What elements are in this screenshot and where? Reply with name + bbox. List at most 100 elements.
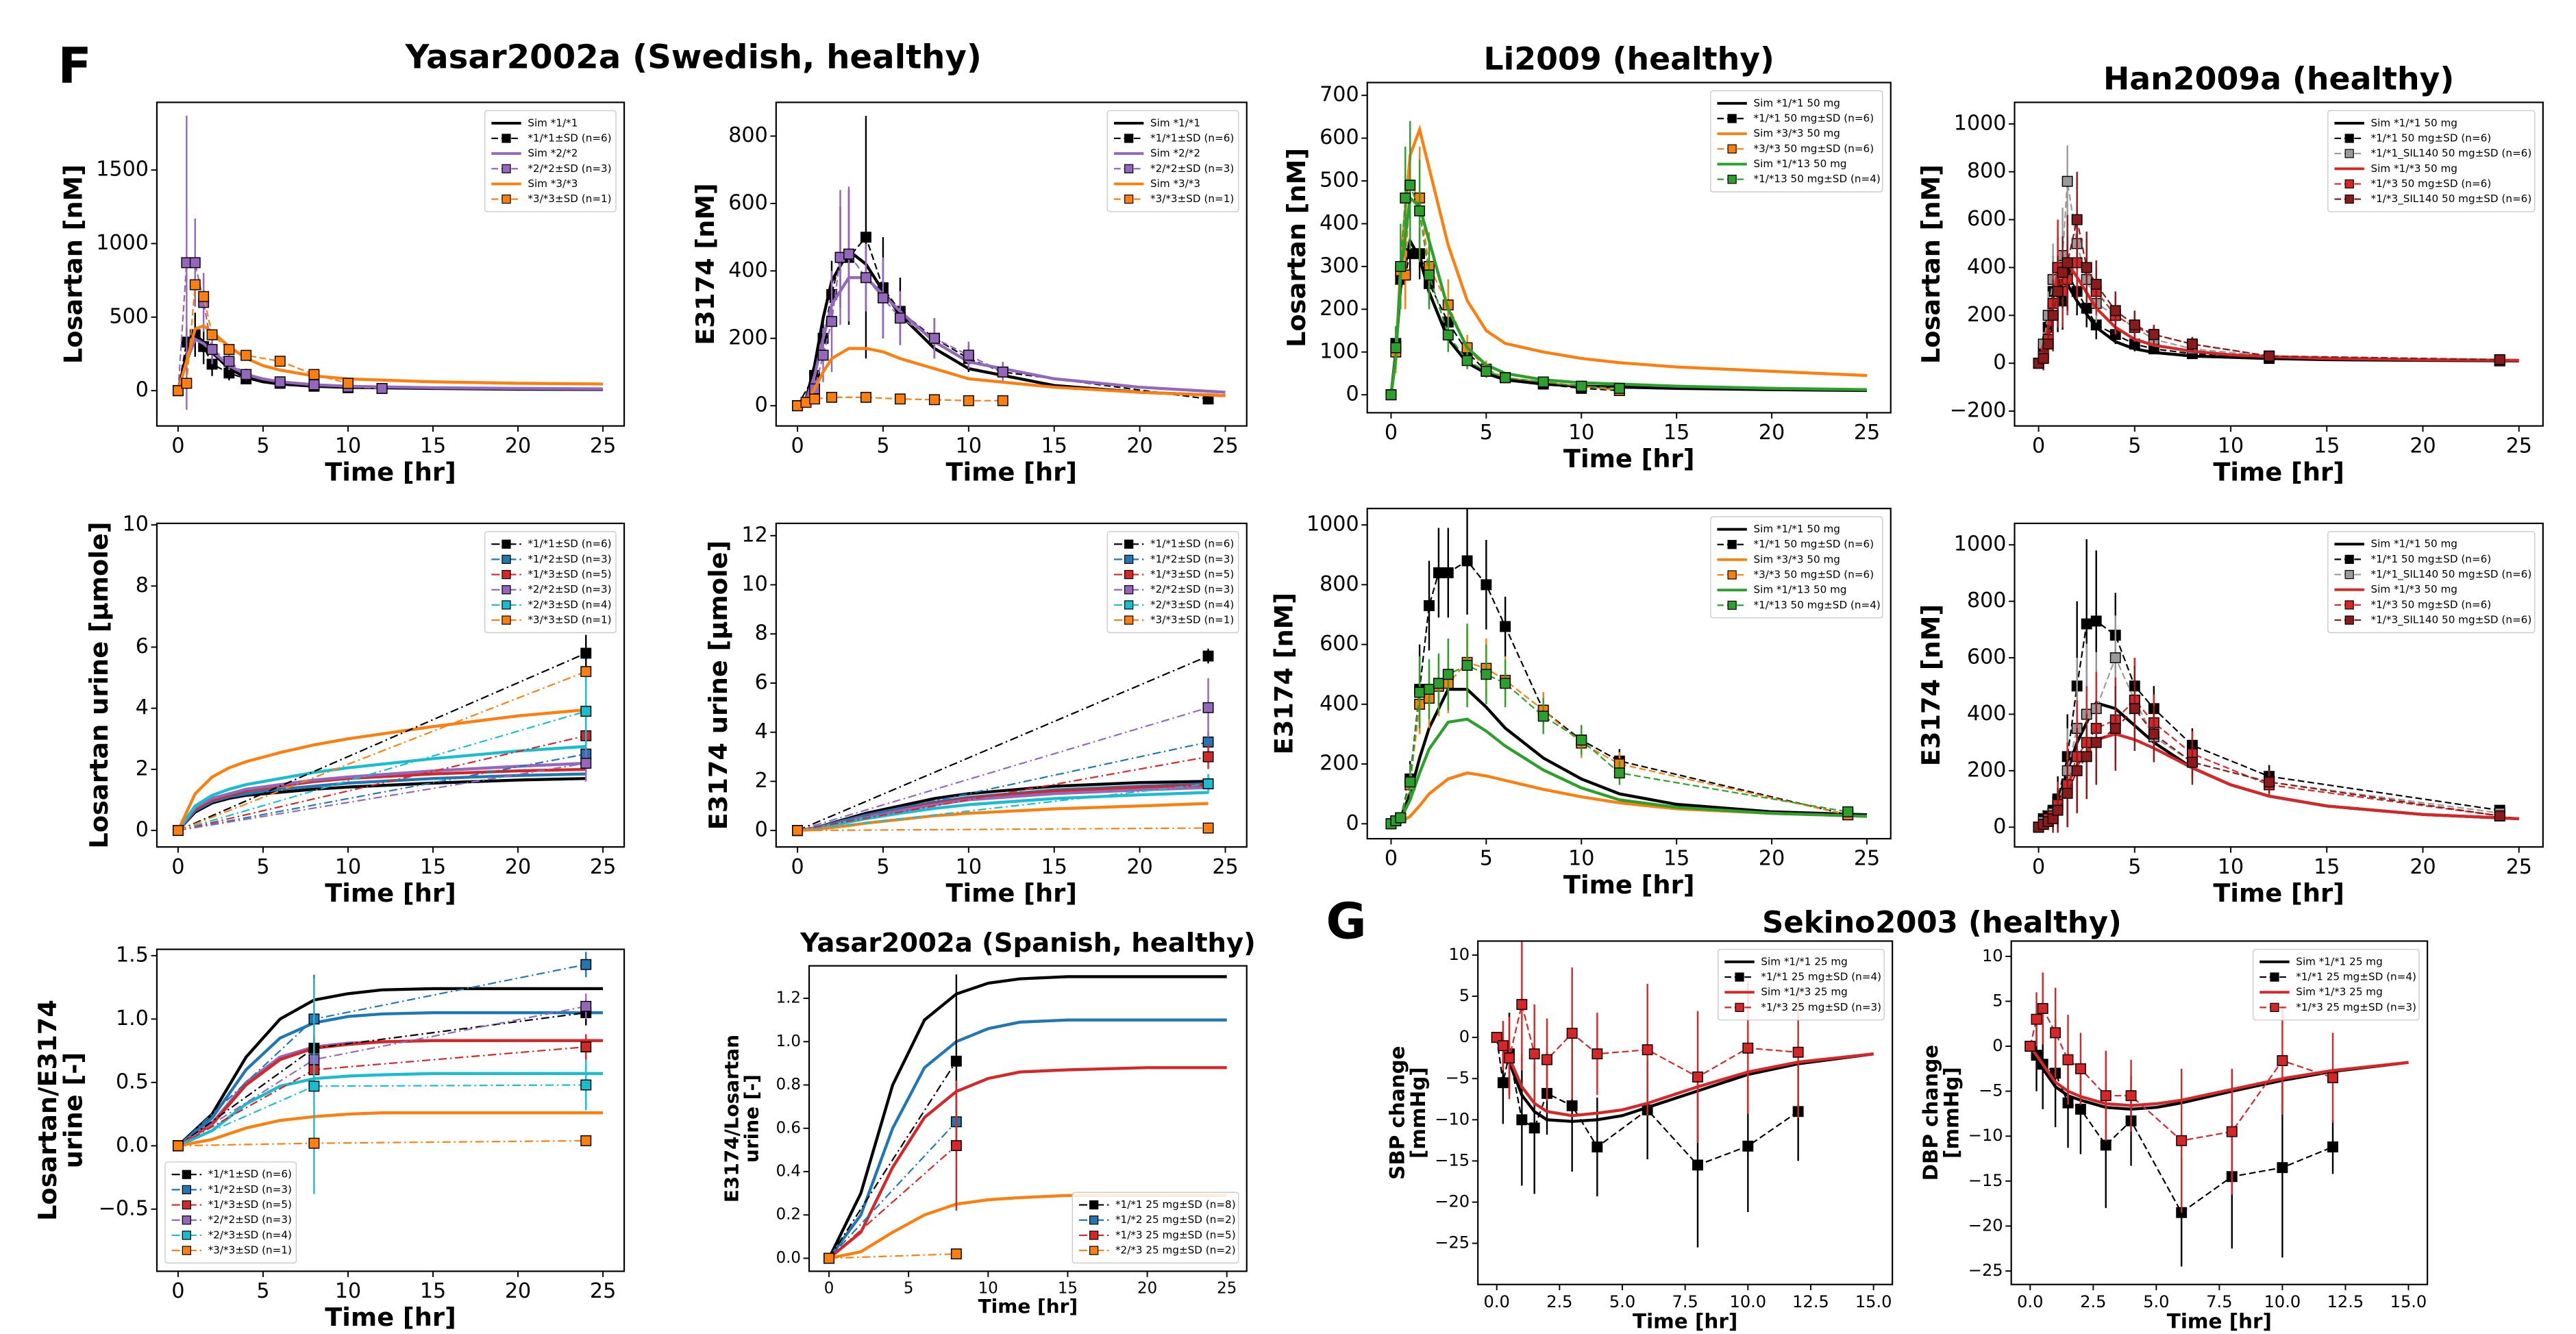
- data-point: [1481, 579, 1492, 591]
- plot-area: [1385, 508, 1868, 830]
- legend-label: Sim *1/*3 25 mg: [2296, 986, 2382, 998]
- legend-marker: [1727, 175, 1737, 184]
- data-point: [1742, 1042, 1754, 1054]
- x-tick-label: 15: [1041, 434, 1067, 458]
- x-tick-label: 25: [1212, 855, 1238, 879]
- x-tick-label: 0: [1385, 421, 1398, 445]
- x-tick-label: 5.0: [1609, 1292, 1635, 1311]
- legend-box: [2327, 110, 2536, 212]
- sim-line: [828, 1066, 1227, 1260]
- y-tick-label: 1.2: [776, 989, 801, 1007]
- y-tick-label: 0.8: [776, 1076, 801, 1094]
- x-tick-label: 25: [1854, 421, 1880, 445]
- legend-marker: [182, 1215, 191, 1225]
- x-axis-label: Time [hr]: [325, 1302, 456, 1332]
- sim-line: [796, 276, 1226, 408]
- y-tick-label: 10: [741, 572, 767, 596]
- data-point: [308, 1080, 320, 1092]
- data-point: [1202, 822, 1214, 834]
- y-tick-label: 1000: [96, 231, 149, 255]
- legend-label: *2/*2±SD (n=3): [528, 583, 611, 595]
- plot-frame: [808, 965, 1248, 1272]
- plot-area: [2033, 539, 2519, 833]
- data-point: [928, 332, 940, 344]
- data-point: [1461, 555, 1473, 567]
- y-axis-label: E3174 urine [μmole]: [704, 541, 733, 830]
- x-tick-label: 10.0: [2264, 1292, 2301, 1311]
- x-tick-label: 25: [1212, 434, 1238, 458]
- x-axis-label: Time [hr]: [978, 1295, 1078, 1318]
- legend-label: *1/*3_SIL140 50 mg±SD (n=6): [2371, 614, 2532, 627]
- x-tick-label: 15: [1041, 855, 1067, 879]
- y-tick-label: 0: [136, 378, 149, 402]
- y-tick-label: 10: [1448, 945, 1470, 964]
- x-tick-label: 20: [2410, 855, 2436, 879]
- data-point: [843, 248, 854, 260]
- y-tick-label: 6: [755, 670, 768, 694]
- data-point: [2081, 751, 2092, 763]
- data-point: [240, 349, 252, 361]
- legend-label: Sim *1/*1 50 mg: [1753, 523, 1840, 535]
- data-point: [2277, 1162, 2288, 1174]
- x-tick-label: 10.0: [1730, 1292, 1767, 1311]
- data-point: [2109, 652, 2121, 663]
- x-tick-label: 20: [1126, 434, 1152, 458]
- data-point: [2090, 737, 2102, 748]
- data-line: [2029, 1006, 2333, 1141]
- x-tick-label: 10: [335, 434, 361, 458]
- legend-label: *3/*3±SD (n=1): [208, 1244, 292, 1257]
- data-point: [1842, 806, 1854, 817]
- legend-marker: [1727, 114, 1737, 123]
- y-axis-label: urine [-]: [740, 1074, 763, 1163]
- data-point: [2061, 257, 2073, 269]
- data-point: [1414, 687, 1426, 698]
- x-tick-label: 5: [2128, 855, 2141, 879]
- legend-label: *3/*3±SD (n=1): [1150, 193, 1234, 205]
- legend-label: *1/*1 50 mg±SD (n=6): [1753, 538, 1874, 550]
- plot-area: [173, 952, 604, 1194]
- data-line: [829, 1253, 956, 1259]
- y-tick-label: 100: [1320, 339, 1359, 363]
- y-tick-label: 5: [1459, 986, 1470, 1005]
- y-axis-label: [mmHg]: [1407, 1067, 1430, 1159]
- data-point: [809, 393, 820, 405]
- data-point: [1202, 751, 1214, 763]
- legend-marker: [2344, 149, 2354, 158]
- data-point: [1481, 365, 1492, 377]
- data-line: [177, 734, 586, 832]
- legend-label: *1/*13 50 mg±SD (n=4): [1753, 173, 1880, 185]
- x-tick-label: 15: [1663, 847, 1689, 871]
- data-point: [198, 291, 210, 302]
- y-tick-label: 300: [1320, 254, 1359, 277]
- y-tick-label: 0: [755, 818, 768, 842]
- legend-marker: [1124, 134, 1134, 143]
- y-tick-label: −200: [1950, 399, 2007, 423]
- legend-marker: [1124, 194, 1134, 204]
- data-point: [2061, 787, 2073, 799]
- x-axis-label: Time [hr]: [2167, 1310, 2272, 1333]
- data-point: [2062, 1054, 2074, 1065]
- data-point: [2090, 278, 2102, 290]
- data-point: [1541, 1054, 1552, 1065]
- legend-box: [2327, 531, 2536, 634]
- legend-marker: [501, 134, 511, 143]
- legend-marker: [1735, 1002, 1744, 1012]
- legend-label: Sim *1/*1 50 mg: [1753, 97, 1840, 109]
- data-point: [2050, 1027, 2061, 1039]
- data-point: [2186, 338, 2198, 350]
- sim-line: [1390, 717, 1868, 826]
- x-tick-label: 7.5: [2206, 1292, 2232, 1311]
- data-point: [1528, 1048, 1540, 1060]
- x-tick-label: 0: [791, 434, 804, 458]
- data-point: [950, 1055, 962, 1067]
- x-tick-label: 12.5: [1792, 1292, 1829, 1311]
- x-tick-label: 0: [1385, 847, 1398, 871]
- x-tick-label: 10: [2218, 434, 2244, 458]
- data-point: [1395, 260, 1407, 272]
- data-point: [1792, 1046, 1804, 1058]
- legend-marker: [1124, 554, 1134, 565]
- data-point: [2264, 776, 2275, 788]
- x-tick-label: 0: [2032, 855, 2045, 879]
- data-point: [1528, 1122, 1540, 1134]
- y-tick-label: 6: [136, 634, 149, 658]
